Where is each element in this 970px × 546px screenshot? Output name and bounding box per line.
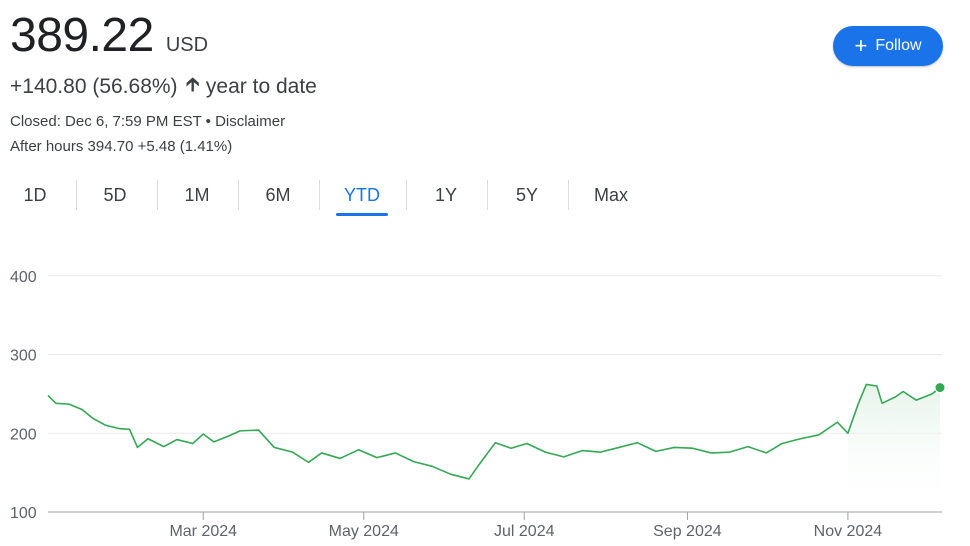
change-value: +140.80 (56.68%) <box>10 75 178 98</box>
price-chart[interactable]: 100 200 300 400 Mar 2024 May 2024 Jul 2024 Sep … <box>0 250 970 546</box>
follow-label: Follow <box>875 37 922 54</box>
series-line <box>47 383 941 480</box>
x-tick-label: Nov 2024 <box>814 523 883 540</box>
y-tick-label: 200 <box>10 426 37 443</box>
ytd-change: +140.80 (56.68%) 🡱 year to date <box>10 70 317 104</box>
y-tick-label: 100 <box>10 505 37 522</box>
tab-divider <box>319 180 320 210</box>
price-header: 389.22 USD <box>10 8 208 64</box>
current-price: 389.22 <box>10 9 154 62</box>
follow-button[interactable]: + Follow <box>833 26 943 66</box>
closed-status: Closed: Dec 6, 7:59 PM EST • Disclaimer <box>10 113 286 130</box>
last-price-point <box>934 382 946 394</box>
active-tab-indicator <box>336 213 388 216</box>
arrow-up-icon: 🡱 <box>185 74 200 96</box>
tab-ytd[interactable]: YTD <box>327 176 397 216</box>
currency-label: USD <box>165 34 209 56</box>
tab-1y[interactable]: 1Y <box>434 184 458 205</box>
area-fill <box>847 384 940 512</box>
tab-1d[interactable]: 1D <box>23 184 47 205</box>
x-tick-label: Jul 2024 <box>494 523 555 540</box>
y-tick-label: 400 <box>10 269 37 286</box>
y-tick-label: 300 <box>10 348 37 365</box>
tab-divider <box>238 180 239 210</box>
tab-5y[interactable]: 5Y <box>515 184 539 205</box>
tab-divider <box>487 180 488 210</box>
tab-divider <box>76 180 77 210</box>
tab-5d[interactable]: 5D <box>103 184 127 205</box>
tab-divider <box>568 180 569 210</box>
tab-1m[interactable]: 1M <box>184 184 210 205</box>
time-range-tabs: 1D 5D 1M 6M YTD 1Y 5Y Max <box>0 176 660 216</box>
x-tick-label: Mar 2024 <box>169 523 237 540</box>
tab-divider <box>406 180 407 210</box>
tab-divider <box>157 180 158 210</box>
plus-icon: + <box>854 33 868 58</box>
after-hours-status: After hours 394.70 +5.48 (1.41%) <box>10 138 233 155</box>
x-tick-label: Sep 2024 <box>653 523 722 540</box>
tab-6m[interactable]: 6M <box>265 184 291 205</box>
x-tick-label: May 2024 <box>329 523 399 540</box>
tab-max[interactable]: Max <box>593 184 628 205</box>
period-label: year to date <box>205 75 317 98</box>
